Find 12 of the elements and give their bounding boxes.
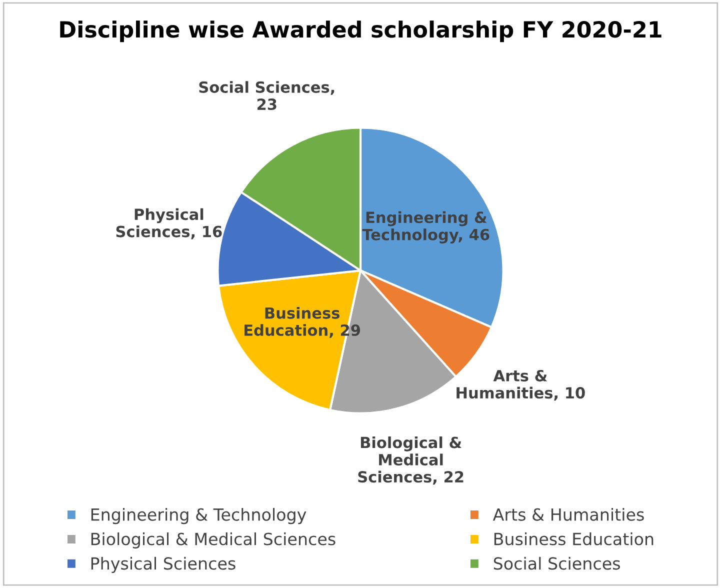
legend-label: Arts & Humanities <box>492 508 644 521</box>
legend-label: Biological & Medical Sciences <box>91 532 336 549</box>
data-label: Biological & Medical Sciences, 22 <box>358 436 464 485</box>
chart-title: Discipline wise Awarded scholarship FY 2020-21 <box>60 20 662 42</box>
legend-label: Social Sciences <box>494 556 620 570</box>
data-label: Engineering & Technology, 46 <box>362 211 490 244</box>
data-label: Physical Sciences, 16 <box>116 208 222 240</box>
legend-label: Engineering & Technology <box>91 508 306 524</box>
legend-label: Physical Sciences <box>91 556 236 573</box>
data-label: Social Sciences, 23 <box>199 81 334 110</box>
legend-label: Business Education <box>494 532 654 546</box>
data-label: Arts & Humanities, 10 <box>456 370 585 401</box>
